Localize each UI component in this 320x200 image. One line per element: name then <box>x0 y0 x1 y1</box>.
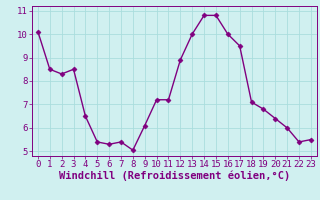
X-axis label: Windchill (Refroidissement éolien,°C): Windchill (Refroidissement éolien,°C) <box>59 171 290 181</box>
